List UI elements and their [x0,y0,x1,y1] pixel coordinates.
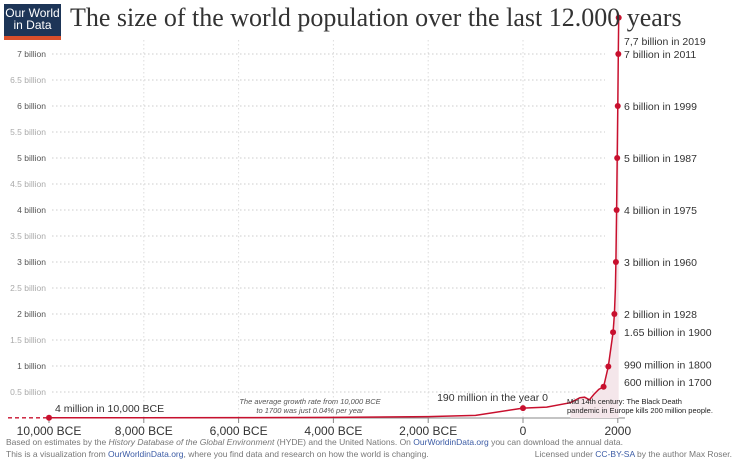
x-tick-label: 4,000 BCE [304,424,362,438]
y-tick-label: 7 billion [17,49,46,59]
y-tick-label: 4.5 billion [10,179,46,189]
data-label: 6 billion in 1999 [624,101,697,113]
y-tick-label: 2 billion [17,309,46,319]
x-tick-label: 2,000 BCE [399,424,457,438]
data-label: 3 billion in 1960 [624,257,697,269]
black-death-annotation: pandemic in Europe kills 200 million peo… [567,406,713,415]
y-tick-label: 3.5 billion [10,231,46,241]
data-label: 7,7 billion in 2019 [624,36,706,48]
license-link[interactable]: CC-BY-SA [595,449,635,459]
x-tick-label: 0 [520,424,527,438]
y-tick-label: 6 billion [17,101,46,111]
data-point [615,51,622,57]
population-line [48,17,620,419]
data-label: 7 billion in 2011 [624,49,696,61]
data-point [614,103,621,109]
x-tick-label: 6,000 BCE [210,424,268,438]
y-tick-label: 3 billion [17,257,46,267]
owid-link[interactable]: OurWorldinData.org [413,437,489,447]
y-tick-label: 5.5 billion [10,127,46,137]
data-label: 600 million in 1700 [624,377,712,389]
owid-logo[interactable]: Our World in Data [4,4,61,40]
data-point [615,14,622,21]
black-death-annotation: Mid 14th century: The Black Death [567,397,682,406]
data-point [600,383,607,390]
data-point [520,405,526,412]
logo-line: Our World [5,6,60,20]
data-label: 2 billion in 1928 [624,309,697,321]
x-tick-label: 2000 [604,424,631,438]
y-tick-label: 5 billion [17,153,46,163]
data-label: 4 million in 10,000 BCE [55,403,164,415]
logo-line: in Data [13,18,52,32]
data-point [46,414,52,421]
growth-annotation: to 1700 was just 0.04% per year [256,406,364,415]
y-tick-label: 4 billion [17,205,46,215]
footer-source: Based on estimates by the History Databa… [6,437,623,447]
data-label: 1.65 billion in 1900 [624,327,712,339]
data-point [613,207,620,213]
x-tick-label: 8,000 BCE [115,424,173,438]
chart-title: The size of the world population over th… [70,3,682,32]
data-point [614,155,621,161]
owid-link-2[interactable]: OurWorldinData.org [108,449,184,459]
footer-license: Licensed under CC-BY-SA by the author Ma… [534,449,732,459]
data-label: 4 billion in 1975 [624,205,697,217]
y-tick-label: 0.5 billion [10,387,46,397]
y-tick-label: 6.5 billion [10,75,46,85]
x-tick-label: 10,000 BCE [17,424,82,438]
growth-annotation: The average growth rate from 10,000 BCE [239,397,381,406]
data-point [605,363,612,370]
data-label: 5 billion in 1987 [624,153,697,165]
data-point [610,329,617,336]
y-tick-label: 2.5 billion [10,283,46,293]
data-label: 990 million in 1800 [624,360,712,372]
black-death-area [570,17,619,418]
footer-visualization: This is a visualization from OurWorldinD… [6,449,429,459]
y-tick-label: 1 billion [17,361,46,371]
data-label: 190 million in the year 0 [437,392,548,404]
data-point [612,259,619,265]
data-point [611,311,618,317]
y-tick-label: 1.5 billion [10,335,46,345]
